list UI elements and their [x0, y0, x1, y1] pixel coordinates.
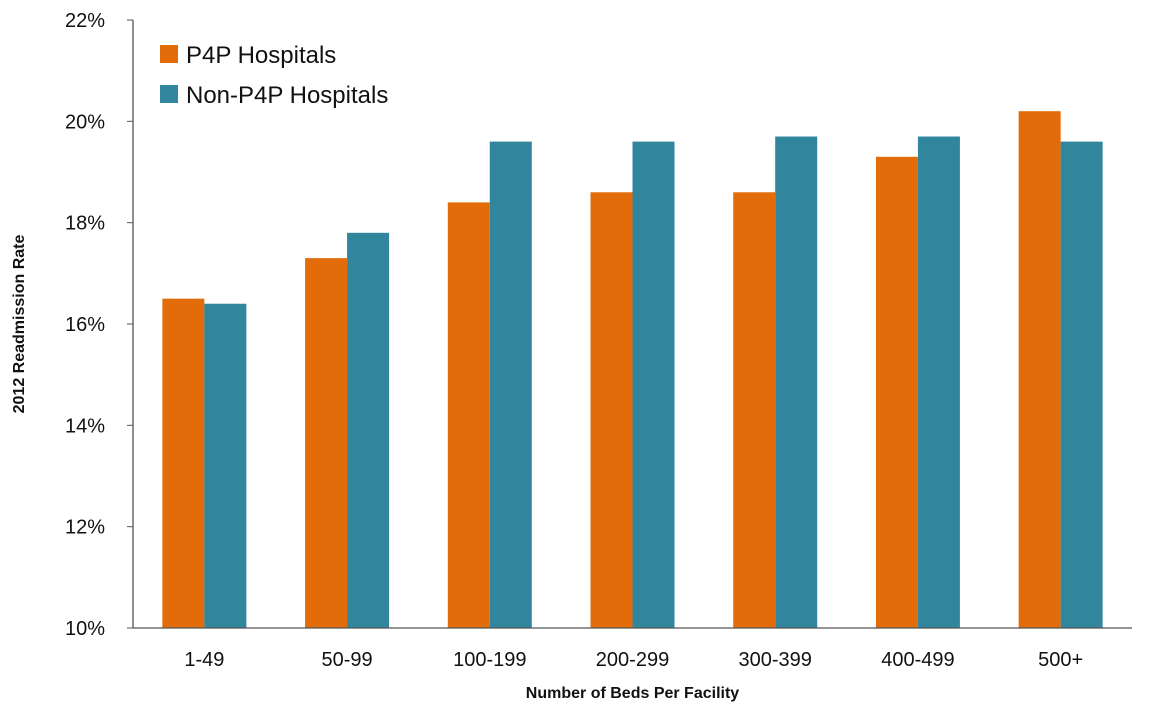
x-tick-label: 300-399 — [739, 649, 812, 671]
bar-p4p-300-399 — [733, 192, 776, 628]
bar-non-p4p-1-49 — [204, 303, 247, 628]
x-tick-label: 1-49 — [184, 649, 224, 671]
x-tick-label: 50-99 — [321, 649, 372, 671]
bar-p4p-1-49 — [162, 298, 205, 628]
x-tick-label: 500+ — [1038, 649, 1083, 671]
bar-p4p-200-299 — [590, 192, 633, 628]
y-tick-label: 22% — [65, 10, 105, 32]
legend: P4P Hospitals Non-P4P Hospitals — [160, 42, 388, 109]
legend-label: P4P Hospitals — [186, 42, 336, 69]
x-axis-ticks: 1-49 50-99 100-199 200-299 300-399 400-499 500… — [184, 649, 1083, 671]
y-tick-label: 16% — [65, 314, 105, 336]
bar-p4p-50-99 — [305, 258, 348, 628]
bar-non-p4p-200-299 — [632, 141, 675, 628]
x-tick-label: 200-299 — [596, 649, 669, 671]
bar-non-p4p-400-499 — [917, 136, 960, 629]
bars — [162, 111, 1103, 629]
bar-non-p4p-100-199 — [489, 141, 532, 628]
legend-swatch — [160, 85, 178, 103]
legend-swatch — [160, 45, 178, 63]
y-tick-label: 12% — [65, 517, 105, 539]
x-tick-label: 100-199 — [453, 649, 526, 671]
bar-non-p4p-500+ — [1060, 141, 1103, 628]
y-axis-title: 2012 Readmission Rate — [11, 235, 28, 414]
bar-p4p-100-199 — [447, 202, 490, 628]
x-tick-label: 400-499 — [881, 649, 954, 671]
y-axis-ticks: 10% 12% 14% 16% 18% 20% 22% — [65, 10, 133, 640]
bar-p4p-400-499 — [875, 156, 918, 629]
y-tick-label: 20% — [65, 111, 105, 133]
legend-label: Non-P4P Hospitals — [186, 82, 388, 109]
y-tick-label: 14% — [65, 415, 105, 437]
bar-non-p4p-300-399 — [775, 136, 818, 629]
y-tick-label: 10% — [65, 618, 105, 640]
bar-non-p4p-50-99 — [347, 232, 390, 629]
y-tick-label: 18% — [65, 213, 105, 235]
x-axis-title: Number of Beds Per Facility — [526, 685, 739, 702]
bar-p4p-500+ — [1018, 111, 1061, 628]
